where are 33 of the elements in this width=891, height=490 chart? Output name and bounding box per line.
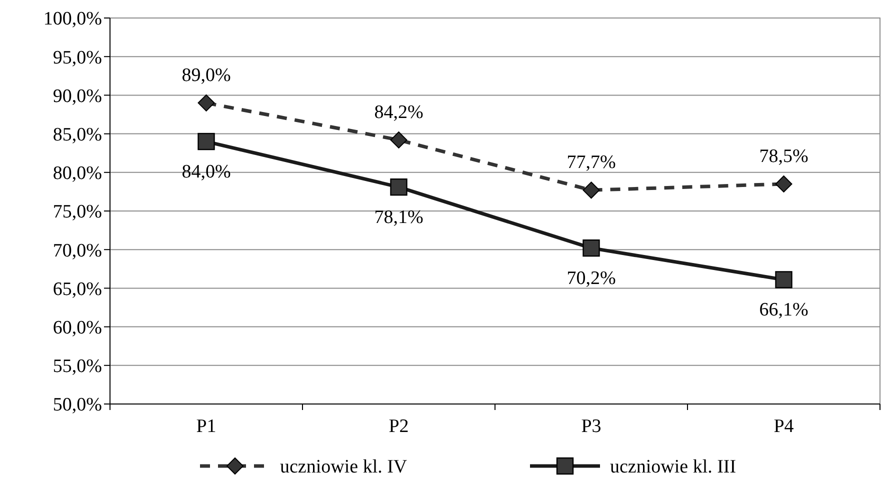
data-label: 66,1% — [759, 300, 808, 321]
y-tick-label: 100,0% — [43, 8, 102, 30]
point — [198, 132, 215, 150]
data-label: 78,1% — [374, 207, 424, 228]
data-label: 77,7% — [566, 152, 616, 174]
legend-label: uczniowie kl. IV — [280, 456, 408, 478]
y-tick-label: 60,0% — [52, 317, 102, 338]
y-tick-label: 80,0% — [52, 163, 102, 184]
y-tick-label: 50,0% — [52, 394, 102, 416]
y-tick-label: 95,0% — [52, 47, 102, 68]
point — [390, 178, 408, 196]
y-tick-label: 70,0% — [52, 240, 102, 262]
y-tick-label: 85,0% — [52, 124, 102, 146]
point — [198, 94, 215, 112]
point — [390, 131, 408, 148]
point — [582, 182, 600, 199]
legend-label: uczniowie kl. III — [610, 456, 736, 478]
x-tick-label: P2 — [388, 416, 409, 437]
point — [775, 271, 792, 288]
data-label: 84,0% — [182, 162, 231, 183]
data-label: 78,5% — [759, 146, 808, 167]
x-tick-label: P1 — [196, 416, 216, 437]
point — [775, 175, 792, 192]
y-tick-label: 65,0% — [52, 278, 102, 300]
data-label: 89,0% — [182, 64, 231, 86]
data-label: 84,2% — [374, 102, 424, 123]
y-tick-label: 75,0% — [52, 202, 102, 223]
y-tick-label: 55,0% — [52, 356, 102, 378]
point — [582, 239, 600, 257]
x-tick-label: P3 — [581, 416, 602, 437]
data-label: 70,2% — [566, 268, 616, 290]
x-tick-label: P4 — [774, 416, 794, 437]
y-tick-label: 90,0% — [52, 86, 102, 107]
